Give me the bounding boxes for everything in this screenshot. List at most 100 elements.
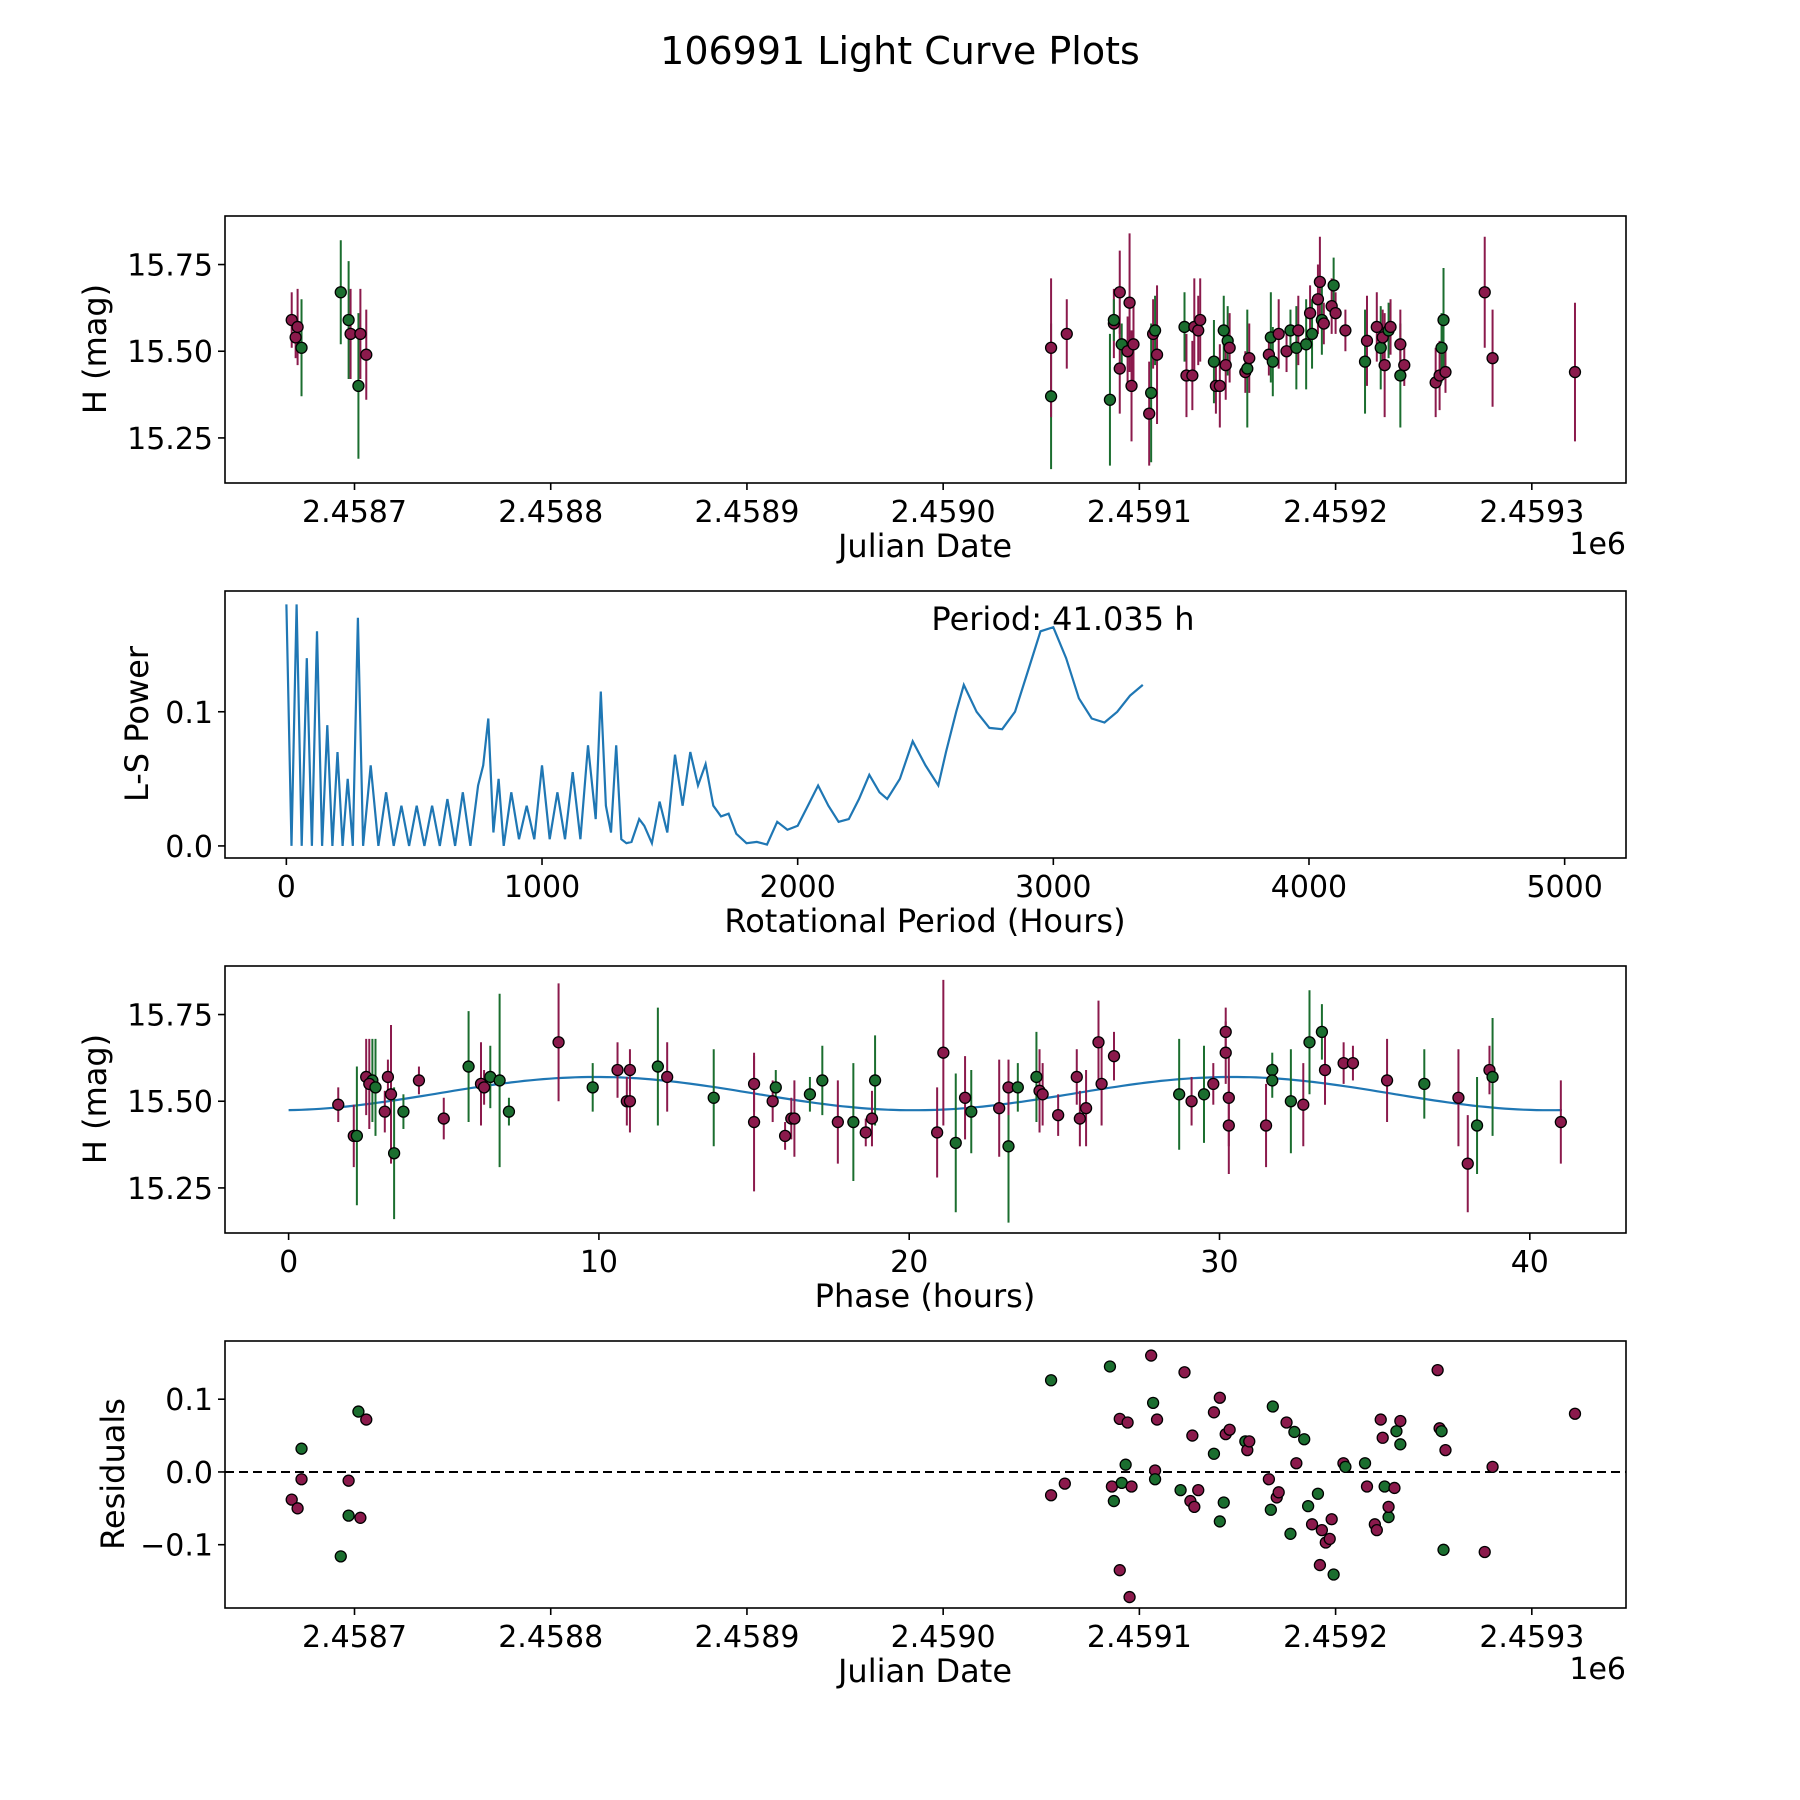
phase-ylabel: H (mag) [76,1034,114,1164]
lightcurve-point [1103,393,1117,406]
phase-point [1002,1140,1015,1153]
residuals-point [1313,1558,1327,1572]
phase-point [477,1081,491,1094]
residuals-point [1146,1396,1160,1409]
residuals-point [360,1413,373,1426]
phase-point [462,1060,475,1073]
residuals-xtick-label: 2.4592 [1283,1620,1388,1655]
phase-point [493,1074,506,1087]
lightcurve-point [1143,407,1156,420]
residuals-point [1358,1457,1372,1470]
periodogram-ytick-label: 0.1 [165,696,213,731]
phase-point [661,1070,674,1084]
residuals-point [1486,1460,1499,1474]
lightcurve-point [1478,286,1491,299]
lightcurve-point [1378,358,1391,372]
lightcurve-xtick-label: 2.4588 [498,495,603,530]
lightcurve-point [1044,341,1058,354]
residuals-panel: 2.4587 2.4588 2.4589 2.4590 2.4591 2.4592 2.45… [94,1340,1627,1690]
residuals-xtick-label: 2.4591 [1087,1620,1192,1655]
lightcurve-point [1194,313,1207,327]
periodogram-xtick-label: 2000 [759,870,835,905]
residuals-point [285,1493,298,1506]
lightcurve-point [1123,296,1136,309]
residuals-point [1301,1499,1315,1513]
lightcurve-point [1394,369,1407,382]
lightcurve-point [1223,341,1236,354]
residuals-point [1284,1527,1297,1540]
lightcurve-point [1313,275,1327,289]
residuals-frame [224,1340,1627,1609]
lightcurve-panel: 2.4587 2.4588 2.4589 2.4590 2.4591 2.4592 2.45… [76,215,1627,565]
phase-point [1297,1098,1310,1111]
lightcurve-point [1044,390,1058,403]
lightcurve-frame [224,215,1627,484]
phase-point [651,1060,665,1073]
phase-point [412,1074,426,1087]
phase-xtick-label: 40 [1511,1245,1549,1280]
phase-point [378,1105,391,1118]
phase-point [1079,1102,1093,1115]
lightcurve-axes: 2.4587 2.4588 2.4589 2.4590 2.4591 2.4592 2.45… [127,249,1584,530]
phase-point [937,1046,950,1059]
phase-point [747,1115,761,1129]
residuals-point [1207,1406,1221,1419]
phase-point [1219,1046,1232,1059]
residuals-point [1439,1443,1452,1457]
phase-point [502,1105,516,1118]
lightcurve-point [1439,365,1452,379]
phase-xtick-label: 20 [890,1245,928,1280]
lightcurve-point [1374,341,1387,354]
phase-point [847,1115,860,1129]
residuals-point [1192,1483,1205,1497]
residuals-xtick-label: 2.4590 [891,1620,996,1655]
residuals-point [1382,1500,1395,1514]
lightcurve-point [1145,386,1158,399]
lightcurve-point [291,320,304,334]
lightcurve-point [1207,355,1221,368]
lightcurve-point [1272,327,1285,341]
residuals-point [1370,1524,1383,1537]
periodogram-ylabel: L-S Power [118,645,156,802]
phase-point [1315,1025,1329,1039]
residuals-xtick-label: 2.4589 [694,1620,799,1655]
phase-xlabel: Phase (hours) [815,1277,1036,1315]
residuals-point [1382,1510,1395,1524]
residuals-point [1217,1496,1230,1509]
phase-point [437,1112,450,1125]
periodogram-panel: 0 1000 2000 3000 4000 5000 0.0 0.1 Rotational P… [118,590,1627,940]
phase-point [1011,1081,1024,1094]
residuals-point [342,1509,355,1522]
phase-point [1346,1056,1360,1070]
phase-point [1486,1070,1499,1084]
residuals-point [1568,1407,1582,1420]
lightcurve-point [334,286,347,299]
phase-point [949,1136,962,1149]
residuals-point [1437,1543,1450,1556]
residuals-point [1272,1486,1285,1499]
residuals-ytick-label: −0.1 [140,1529,213,1564]
lightcurve-point [295,341,308,354]
residuals-point [295,1473,308,1486]
phase-point [1554,1115,1567,1129]
phase-point [788,1112,801,1125]
lightcurve-point [1329,306,1342,320]
phase-point [993,1102,1006,1115]
phase-point [369,1081,382,1094]
phase-axes: 0 10 20 30 40 15.25 15.50 15.75 [127,999,1549,1280]
phase-point [332,1098,345,1111]
phase-point [623,1095,637,1108]
figure-title: 106991 Light Curve Plots [660,29,1140,73]
periodogram-power-line [285,604,1144,847]
lightcurve-xtick-label: 2.4589 [694,495,799,530]
phase-point [611,1063,624,1077]
residuals-point [1213,1391,1226,1404]
residuals-point [1315,1524,1329,1537]
periodogram-xtick-label: 1000 [504,870,580,905]
lightcurve-point [1113,286,1126,299]
residuals-point [352,1405,365,1418]
residuals-point [1044,1489,1058,1502]
lightcurve-point [1219,358,1232,372]
lightcurve-point [1241,362,1254,375]
lightcurve-ytick-label: 15.75 [127,249,213,284]
